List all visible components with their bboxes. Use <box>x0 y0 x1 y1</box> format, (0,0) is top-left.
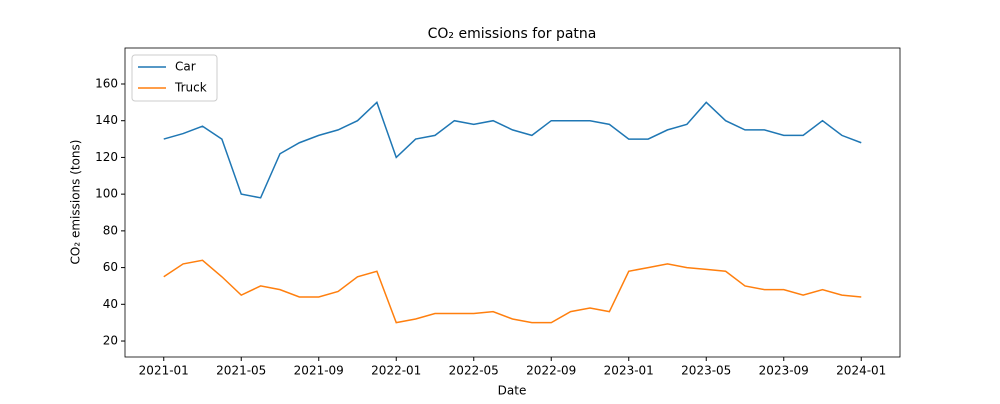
x-tick-label: 2021-09 <box>294 364 344 378</box>
series-line <box>163 101 862 199</box>
series-line <box>163 259 862 324</box>
x-tick-label: 2022-09 <box>526 364 576 378</box>
x-axis-label: Date <box>498 384 527 398</box>
y-tick-label: 60 <box>103 260 118 274</box>
plot-frame <box>124 47 901 358</box>
y-tick-label: 20 <box>103 334 118 348</box>
y-tick-label: 40 <box>103 297 118 311</box>
legend-label: Truck <box>174 81 207 95</box>
y-tick-label: 120 <box>95 150 118 164</box>
y-tick-label: 80 <box>103 223 118 237</box>
y-tick-label: 140 <box>95 113 118 127</box>
legend: Car Truck <box>131 54 218 102</box>
chart-title: CO₂ emissions for patna <box>428 26 597 42</box>
x-tick-label: 2021-01 <box>139 364 189 378</box>
x-tick-label: 2022-01 <box>371 364 421 378</box>
y-axis-label: CO₂ emissions (tons) <box>69 140 83 265</box>
x-tick-label: 2023-09 <box>759 364 809 378</box>
x-tick-label: 2021-05 <box>216 364 266 378</box>
y-tick-label: 100 <box>95 187 118 201</box>
legend-label: Car <box>175 60 196 74</box>
y-tick-label: 160 <box>95 76 118 90</box>
x-tick-label: 2024-01 <box>836 364 886 378</box>
x-tick-label: 2022-05 <box>449 364 499 378</box>
x-tick-label: 2023-05 <box>681 364 731 378</box>
x-tick-label: 2023-01 <box>604 364 654 378</box>
